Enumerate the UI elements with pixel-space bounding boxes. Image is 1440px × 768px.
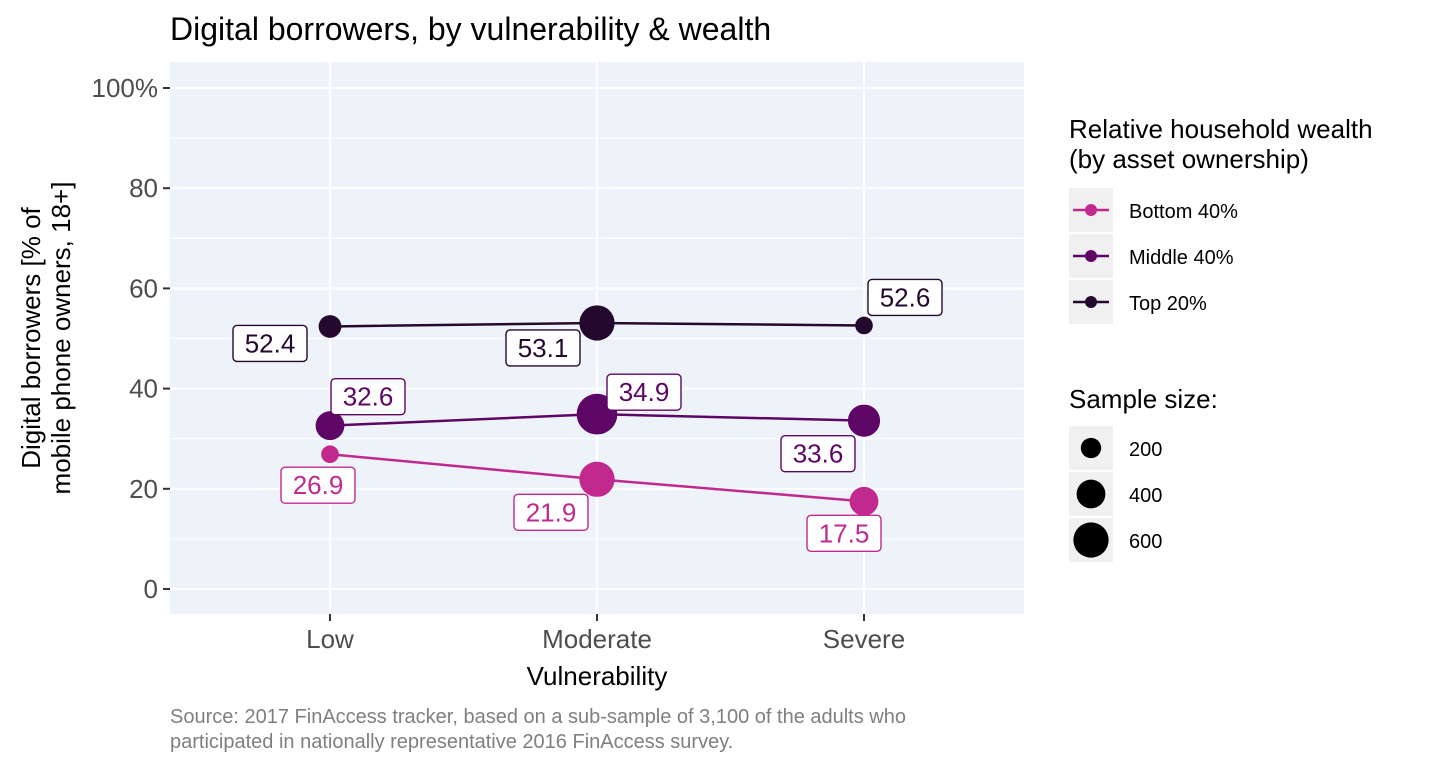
data-label-box xyxy=(505,329,581,367)
data-point xyxy=(855,316,873,335)
legend-item-label: Bottom 40% xyxy=(1129,201,1238,223)
y-tick-label: 20 xyxy=(129,474,158,504)
data-label: 32.6 xyxy=(343,382,394,412)
data-labels: 26.9 21.9 17.5 32.6 34.9 33.6 52.4 53.1 52.6 xyxy=(232,278,943,553)
x-tick-label: Severe xyxy=(823,624,905,654)
x-axis-title: Vulnerability xyxy=(527,661,668,691)
data-label: 26.9 xyxy=(293,470,344,500)
legend-size-point xyxy=(1073,522,1109,558)
legend-item-label: Top 20% xyxy=(1129,293,1207,315)
data-point xyxy=(318,315,342,338)
y-tick-label: 80 xyxy=(129,173,158,203)
series-group xyxy=(315,305,881,516)
y-tick-label: 60 xyxy=(129,273,158,303)
data-point xyxy=(579,305,615,341)
data-label-box xyxy=(232,324,308,363)
y-axis-title-line-1: Digital borrowers [% of xyxy=(16,206,46,468)
legend-color-title-line-2: (by asset ownership) xyxy=(1069,144,1309,174)
data-label: 21.9 xyxy=(526,497,577,527)
data-label-box xyxy=(330,377,406,416)
data-label-box xyxy=(780,434,856,473)
y-axis-title-line-2: mobile phone owners, 18+] xyxy=(46,182,76,495)
caption-line-2: participated in nationally representativ… xyxy=(170,731,733,753)
legend-key-point xyxy=(1085,250,1097,262)
x-axis: Low Moderate Severe xyxy=(306,614,905,654)
y-tick-label: 100% xyxy=(92,73,159,103)
legend-size-point xyxy=(1076,479,1106,509)
data-label: 17.5 xyxy=(819,518,870,548)
data-label-box xyxy=(606,373,682,411)
data-point xyxy=(847,404,881,437)
y-tick-label: 40 xyxy=(129,374,158,404)
data-label: 52.6 xyxy=(880,282,931,312)
data-label: 53.1 xyxy=(518,333,569,363)
legend-size-items: 200 400 600 xyxy=(1069,426,1162,562)
caption-line-1: Source: 2017 FinAccess tracker, based on… xyxy=(170,706,906,728)
data-label: 34.9 xyxy=(619,377,670,407)
legend-size-label: 200 xyxy=(1129,439,1162,461)
data-point xyxy=(849,486,879,516)
data-label-box xyxy=(280,466,356,504)
legend-item-label: Middle 40% xyxy=(1129,247,1234,269)
legend-key-point xyxy=(1085,204,1097,216)
x-tick-label: Low xyxy=(306,624,354,654)
data-label-box xyxy=(806,514,882,553)
legend-size-point xyxy=(1080,437,1102,459)
data-label: 33.6 xyxy=(793,439,844,469)
legend-size-label: 600 xyxy=(1129,531,1162,553)
data-point xyxy=(579,461,615,497)
chart-title: Digital borrowers, by vulnerability & we… xyxy=(170,11,771,47)
data-label: 52.4 xyxy=(245,328,296,358)
y-axis: 0 20 40 60 80 100% xyxy=(92,73,170,604)
legend-size-label: 400 xyxy=(1129,485,1162,507)
legend-size-title: Sample size: xyxy=(1069,384,1218,414)
legend-key-point xyxy=(1085,296,1097,308)
data-label-box xyxy=(867,278,943,317)
y-axis-title: Digital borrowers [% of mobile phone own… xyxy=(16,182,76,495)
data-point xyxy=(315,411,345,441)
data-point xyxy=(321,445,339,464)
y-tick-label: 0 xyxy=(144,574,158,604)
legend: Relative household wealth (by asset owne… xyxy=(1069,114,1373,562)
legend-color-items: Bottom 40% Middle 40% Top 20% xyxy=(1069,188,1238,324)
x-tick-label: Moderate xyxy=(542,624,652,654)
legend-color-title-line-1: Relative household wealth xyxy=(1069,114,1373,144)
data-label-box xyxy=(513,493,589,531)
